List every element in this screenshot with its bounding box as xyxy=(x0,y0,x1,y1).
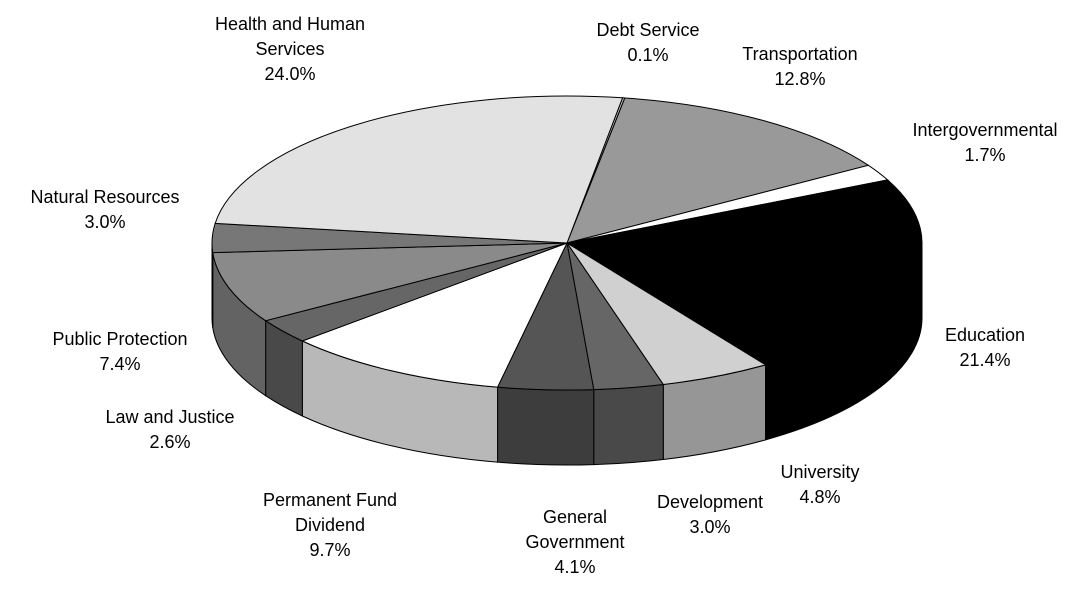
slice-side xyxy=(497,386,595,466)
category-name: Transportation xyxy=(742,44,858,64)
slice-label: Transportation 12.8% xyxy=(720,42,880,92)
slice-label: Health and Human Services 24.0% xyxy=(205,12,375,87)
category-name: Permanent Fund Dividend xyxy=(262,490,398,535)
category-name: Education xyxy=(944,325,1026,345)
slice-label: Law and Justice 2.6% xyxy=(80,405,260,455)
category-name: Law and Justice xyxy=(105,407,235,427)
value-label: 24.0% xyxy=(264,64,316,84)
category-name: Health and Human Services xyxy=(214,14,366,59)
slice-label: Education 21.4% xyxy=(915,323,1055,373)
category-name: Debt Service xyxy=(596,20,700,40)
category-name: University xyxy=(780,462,860,482)
slice-label: Development 3.0% xyxy=(640,490,780,540)
category-name: General Government xyxy=(525,507,625,552)
slice-side xyxy=(211,242,214,328)
slice-label: Public Protection 7.4% xyxy=(20,327,220,377)
value-label: 3.0% xyxy=(84,212,126,232)
category-name: Natural Resources xyxy=(30,187,180,207)
slice xyxy=(565,179,923,366)
slice xyxy=(214,95,624,244)
value-label: 21.4% xyxy=(959,350,1011,370)
value-label: 4.8% xyxy=(799,487,841,507)
value-label: 2.6% xyxy=(149,432,191,452)
slice-side xyxy=(593,383,664,466)
category-name: Public Protection xyxy=(52,329,188,349)
slice-label: General Government 4.1% xyxy=(515,505,635,580)
value-label: 12.8% xyxy=(774,69,826,89)
slice xyxy=(566,97,870,244)
category-name: Intergovernmental xyxy=(912,120,1058,140)
value-label: 1.7% xyxy=(964,145,1006,165)
slice-label: Permanent Fund Dividend 9.7% xyxy=(240,488,420,563)
value-label: 3.0% xyxy=(689,517,731,537)
slice-label: Intergovernmental 1.7% xyxy=(890,118,1075,168)
slice xyxy=(212,242,568,322)
value-label: 0.1% xyxy=(627,45,669,65)
value-label: 4.1% xyxy=(554,557,596,577)
slice-label: Natural Resources 3.0% xyxy=(5,185,205,235)
value-label: 9.7% xyxy=(309,540,351,560)
slice-label: Debt Service 0.1% xyxy=(573,18,723,68)
slice xyxy=(301,242,568,388)
value-label: 7.4% xyxy=(99,354,141,374)
category-name: Development xyxy=(656,492,764,512)
slice-label: University 4.8% xyxy=(760,460,880,510)
